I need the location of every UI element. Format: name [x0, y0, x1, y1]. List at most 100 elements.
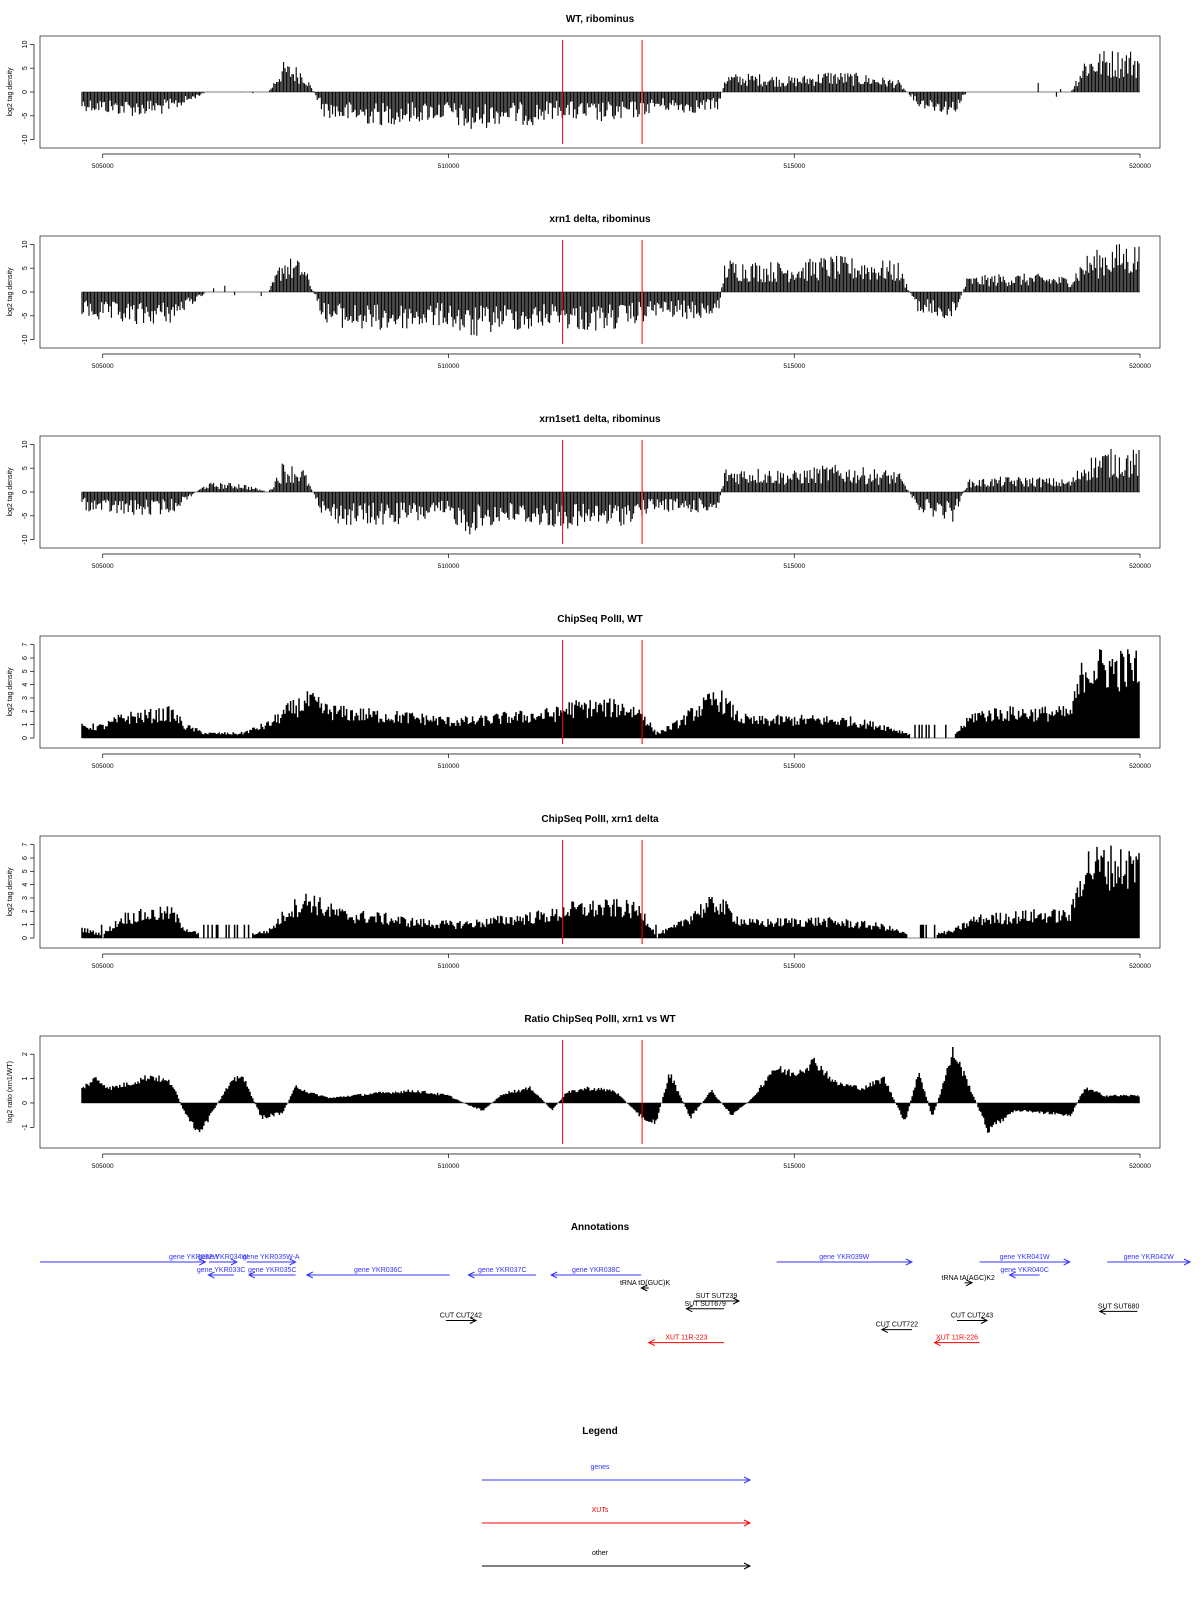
- y-tick-label: -5: [22, 113, 29, 119]
- plot-panel-5: ChipSeq PolII, xrn1 delta 0 1 2 3 4 5 6 7 log2 ta…: [7, 814, 1161, 970]
- y-tick-label: -5: [22, 313, 29, 319]
- legend-item-label: other: [592, 1550, 609, 1557]
- y-tick-label: 1: [22, 1077, 29, 1081]
- y-tick-label: 2: [22, 709, 29, 713]
- arrowhead-left-icon: [207, 1271, 215, 1279]
- feature-label: CUT CUT242: [440, 1313, 482, 1320]
- y-axis-label: log2 ratio (xrn1/WT): [7, 1061, 14, 1123]
- y-tick-label: 10: [22, 440, 29, 448]
- x-tick-label: 505000: [92, 963, 114, 970]
- x-tick-label: 515000: [783, 963, 805, 970]
- plot-frame: [39, 435, 1161, 549]
- y-tick-label: -1: [22, 1124, 29, 1130]
- x-tick-label: 510000: [438, 1163, 460, 1170]
- x-tick-label: 505000: [92, 1163, 114, 1170]
- arrowhead-right-icon: [905, 1258, 914, 1266]
- arrowhead-right-icon: [732, 1297, 741, 1305]
- x-tick-label: 510000: [438, 563, 460, 570]
- arrowhead-left-icon: [685, 1305, 693, 1313]
- y-tick-label: 0: [22, 490, 29, 494]
- x-tick-label: 505000: [92, 563, 114, 570]
- x-tick-label: 510000: [438, 363, 460, 370]
- y-tick-label: 6: [22, 656, 29, 660]
- x-tick-label: 510000: [438, 763, 460, 770]
- feature-label: tRNA tD(GUC)K: [620, 1280, 671, 1287]
- y-tick-label: 4: [22, 683, 29, 687]
- panel-title: xrn1set1 delta, ribominus: [539, 414, 661, 425]
- y-tick-label: 5: [22, 869, 29, 873]
- panel-title: ChipSeq PolII, xrn1 delta: [541, 814, 659, 825]
- arrowhead-left-icon: [880, 1326, 889, 1334]
- panel-title: Ratio ChipSeq PolII, xrn1 vs WT: [524, 1014, 675, 1025]
- plot-frame: [39, 235, 1161, 349]
- arrowhead-right-icon: [1183, 1258, 1192, 1266]
- y-tick-label: 3: [22, 696, 29, 700]
- y-tick-label: 0: [22, 290, 29, 294]
- x-tick-label: 510000: [438, 163, 460, 170]
- legend-item-label: XUTs: [592, 1507, 609, 1514]
- y-tick-label: 4: [22, 883, 29, 887]
- arrowhead-left-icon: [1098, 1307, 1107, 1315]
- y-tick-label: -10: [22, 534, 29, 544]
- feature-label: SUT SUT239: [696, 1293, 738, 1300]
- y-tick-label: 0: [22, 90, 29, 94]
- x-tick-label: 520000: [1129, 1163, 1151, 1170]
- feature-label: SUT SUT680: [1098, 1303, 1140, 1310]
- arrowhead-left-icon: [933, 1339, 941, 1347]
- y-tick-label: 0: [22, 736, 29, 740]
- legend-title: Legend: [582, 1426, 618, 1437]
- y-axis-label: log2 tag density: [7, 867, 14, 917]
- feature-label: gene YKR041W: [1000, 1254, 1050, 1261]
- signal-series: [81, 845, 1140, 938]
- x-tick-label: 520000: [1129, 363, 1151, 370]
- y-tick-label: 5: [22, 266, 29, 270]
- y-tick-label: 5: [22, 66, 29, 70]
- plot-panel-3: xrn1set1 delta, ribominus -10 -5 0 5 10 log2 t…: [7, 414, 1161, 570]
- y-tick-label: 10: [22, 40, 29, 48]
- feature-label: gene YKR034W: [198, 1254, 248, 1261]
- plot-panel-2: xrn1 delta, ribominus -10 -5 0 5 10 log2 tag d…: [7, 214, 1161, 370]
- x-tick-label: 515000: [783, 363, 805, 370]
- y-tick-label: 7: [22, 843, 29, 847]
- feature-label: gene YKR036C: [354, 1267, 403, 1274]
- y-tick-label: 0: [22, 1101, 29, 1105]
- feature-label: CUT CUT722: [876, 1322, 918, 1329]
- feature-label: gene YKR042W: [1124, 1254, 1174, 1261]
- y-tick-label: -10: [22, 134, 29, 144]
- x-tick-label: 505000: [92, 363, 114, 370]
- feature-label: tRNA tA(AGC)K2: [942, 1275, 995, 1282]
- plot-frame: [39, 835, 1161, 949]
- feature-label: XUT 11R-226: [936, 1335, 978, 1342]
- y-tick-label: 0: [22, 936, 29, 940]
- arrowhead-left-icon: [1008, 1271, 1016, 1279]
- y-axis-label: log2 tag density: [7, 467, 14, 517]
- feature-label: gene YKR033C: [197, 1267, 246, 1274]
- y-tick-label: 6: [22, 856, 29, 860]
- y-tick-label: 5: [22, 669, 29, 673]
- arrowhead-right-icon: [199, 1258, 207, 1266]
- x-tick-label: 520000: [1129, 563, 1151, 570]
- feature-label: gene YKR039W: [819, 1254, 869, 1261]
- plot-frame: [39, 35, 1161, 149]
- y-axis-label: log2 tag density: [7, 67, 14, 117]
- y-tick-label: 7: [22, 643, 29, 647]
- arrowhead-left-icon: [247, 1271, 256, 1279]
- arrowhead-right-icon: [289, 1258, 297, 1266]
- arrowhead-left-icon: [305, 1271, 314, 1279]
- arrowhead-right-icon: [230, 1258, 239, 1266]
- panel-title: xrn1 delta, ribominus: [549, 214, 651, 225]
- feature-label: gene YKR037C: [478, 1267, 527, 1274]
- arrowhead-right-icon: [469, 1317, 478, 1324]
- y-axis-label: log2 tag density: [7, 267, 14, 317]
- arrowhead-right-icon: [1063, 1258, 1071, 1266]
- x-tick-label: 515000: [783, 1163, 805, 1170]
- signal-series: [81, 449, 1140, 535]
- y-tick-label: -5: [22, 513, 29, 519]
- legend-panel: Legend genes XUTs other: [482, 1426, 752, 1570]
- x-tick-label: 515000: [783, 163, 805, 170]
- x-tick-label: 505000: [92, 163, 114, 170]
- y-tick-label: 1: [22, 923, 29, 927]
- y-tick-label: 2: [22, 909, 29, 913]
- feature-label: gene YKR040C: [1000, 1267, 1049, 1274]
